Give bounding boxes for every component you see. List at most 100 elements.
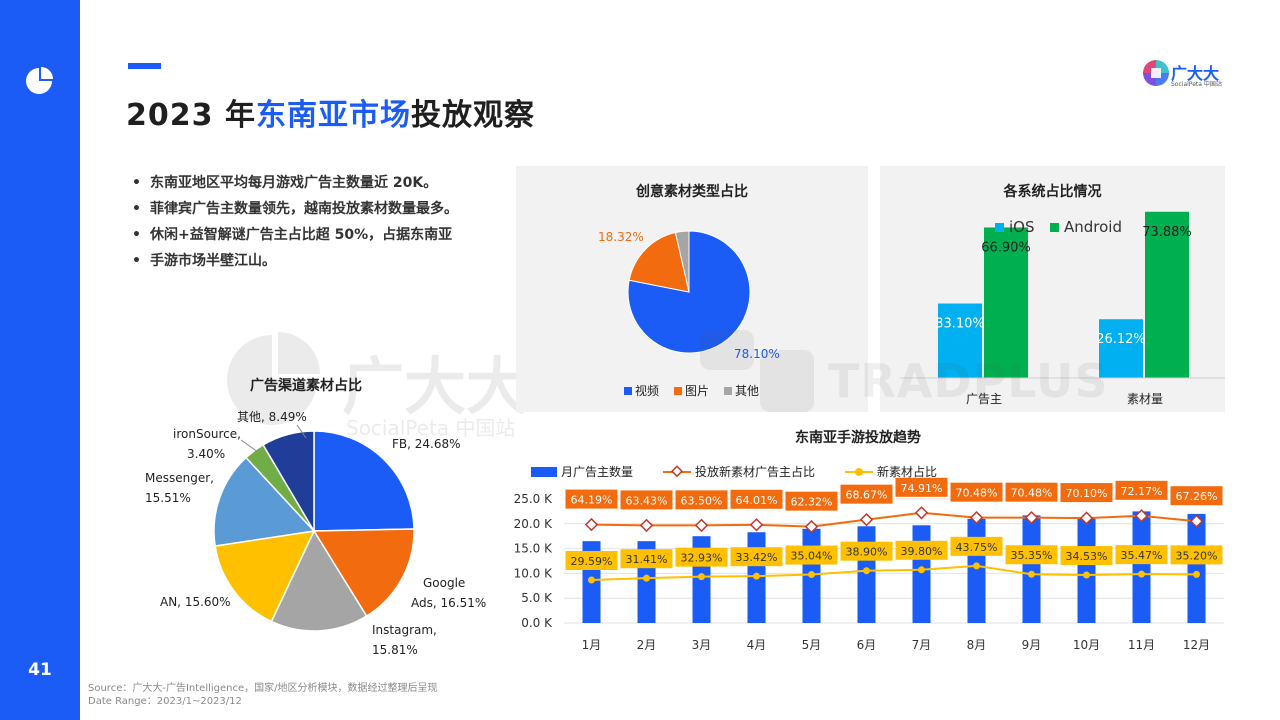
- y-tick-label: 0.0 K: [521, 616, 553, 630]
- data-label: 33.42%: [736, 551, 778, 564]
- legend-label: Android: [1064, 218, 1122, 236]
- data-label-box: [1060, 483, 1113, 503]
- line-marker: [1138, 570, 1145, 578]
- data-label: 64.01%: [736, 494, 778, 507]
- x-tick-label: 10月: [1073, 638, 1100, 652]
- pie-label-line: 3.40%: [187, 447, 225, 461]
- pie-label: Google Ads, 16.51%: [411, 576, 486, 610]
- data-label: 72.17%: [1121, 485, 1163, 498]
- legend-label: iOS: [1009, 218, 1035, 236]
- data-label-box: [1005, 482, 1058, 502]
- title-suffix: 投放观察: [410, 98, 535, 133]
- pie-label-line: Ads, 16.51%: [411, 596, 486, 610]
- legend-label: 视频: [635, 383, 659, 398]
- data-label-box: [730, 547, 783, 567]
- x-tick-label: 2月: [637, 638, 657, 652]
- leader-line: [296, 424, 307, 439]
- line-marker: [694, 518, 709, 533]
- channel-chart-title: 广告渠道素材占比: [250, 378, 362, 394]
- data-label-box: [895, 477, 948, 497]
- legend-swatch: [995, 223, 1004, 232]
- data-label: 35.47%: [1121, 549, 1163, 562]
- legend-label: 新素材占比: [877, 464, 937, 479]
- bar-月广告主数量: [967, 518, 986, 623]
- data-label: 38.90%: [846, 546, 888, 559]
- bar-月广告主数量: [1132, 511, 1151, 623]
- y-tick-label: 5.0 K: [521, 591, 553, 605]
- pie-label-line: AN, 15.60%: [160, 595, 231, 609]
- pie-label: AN, 15.60%: [160, 595, 231, 609]
- bullet-item: 菲律宾广告主数量领先，越南投放素材数量最多。: [130, 196, 510, 222]
- pie-slice-图片: [628, 231, 690, 293]
- pie-slice-其他: [262, 430, 315, 534]
- line-marker: [588, 576, 595, 584]
- data-label: 29.59%: [571, 555, 613, 568]
- data-label: 31.41%: [626, 553, 668, 566]
- category-label: 广告主: [966, 392, 1002, 406]
- x-tick-label: 5月: [802, 638, 822, 652]
- data-label-box: [785, 491, 838, 511]
- pie-label: Instagram, 15.81%: [372, 623, 437, 657]
- trend-chart-title: 东南亚手游投放趋势: [795, 430, 921, 446]
- y-tick-label: 10.0 K: [514, 566, 554, 580]
- line-marker: [1189, 514, 1204, 528]
- legend-swatch: [531, 467, 557, 477]
- data-label: 63.50%: [681, 494, 723, 507]
- bar-Android: [1145, 211, 1189, 378]
- data-label: 70.48%: [1011, 487, 1053, 500]
- data-label-box: [840, 484, 893, 504]
- x-tick-label: 4月: [747, 638, 767, 652]
- monthly-trend-chart: 0.0 K 5.0 K 10.0 K 15.0 K 20.0 K 25.0 K 1月 2月 3月…: [514, 464, 1224, 652]
- creative-type-pie-chart: 78.10% 18.32% 视频 图片 其他: [598, 230, 780, 398]
- brand-logo: 广大大 SocialPeta 中国站: [1143, 58, 1233, 92]
- pie-label-line: Instagram,: [372, 623, 437, 637]
- leader-line: [240, 439, 259, 453]
- bar-iOS: [938, 303, 982, 378]
- line-marker: [859, 512, 874, 527]
- pie-label-line: ironSource,: [173, 427, 241, 441]
- pie-label: FB, 24.68%: [392, 437, 461, 451]
- channel-share-pie-chart: FB, 24.68% Google Ads, 16.51% Instagram, 15.…: [145, 410, 486, 657]
- date-range-line: Date Range：2023/1~2023/12: [88, 696, 242, 707]
- os-share-bar-chart: 33.10% 66.90% 广告主 26.12% 73.88% 素材量 iOS Android: [900, 211, 1225, 406]
- legend-label: 月广告主数量: [561, 464, 633, 479]
- page-number: 41: [28, 660, 52, 680]
- pie-slice-其他: [674, 230, 690, 293]
- x-tick-label: 9月: [1022, 638, 1042, 652]
- legend-label: 图片: [685, 384, 709, 398]
- line-投放新素材广告主占比: [591, 511, 1197, 528]
- data-label-box: [730, 489, 783, 509]
- bar-月广告主数量: [857, 526, 876, 623]
- bar-label: 66.90%: [981, 240, 1031, 255]
- bar-月广告主数量: [912, 525, 931, 623]
- data-label-box: [895, 540, 948, 560]
- pie-label-line: 15.51%: [145, 491, 191, 505]
- summary-bullets: 东南亚地区平均每月游戏广告主数量近 20K。 菲律宾广告主数量领先，越南投放素材…: [130, 170, 510, 274]
- data-label-box: [675, 490, 728, 510]
- data-label: 35.35%: [1011, 549, 1053, 562]
- line-marker: [753, 572, 760, 580]
- data-label-box: [565, 489, 618, 509]
- app-logo-icon: [26, 67, 53, 94]
- pie-slice-FB: [313, 430, 415, 532]
- x-tick-label: 1月: [582, 638, 602, 652]
- legend-label: 投放新素材广告主占比: [695, 464, 815, 479]
- line-marker: [973, 562, 980, 570]
- data-label-box: [1170, 486, 1223, 506]
- line-marker: [698, 573, 705, 581]
- pie-slice-视频: [627, 230, 751, 354]
- data-label: 67.26%: [1176, 490, 1218, 503]
- data-label: 35.04%: [791, 550, 833, 563]
- line-marker: [1193, 570, 1200, 578]
- data-label: 63.43%: [626, 494, 668, 507]
- data-label: 68.67%: [846, 489, 888, 502]
- line-marker: [804, 519, 819, 534]
- x-tick-label: 11月: [1128, 638, 1155, 652]
- pie-label-line: FB, 24.68%: [392, 437, 461, 451]
- pie-label: Messenger, 15.51%: [145, 471, 214, 505]
- legend-marker: [670, 465, 684, 478]
- pie-slice-Google Ads: [312, 528, 415, 618]
- data-label-box: [950, 536, 1003, 556]
- data-label: 34.53%: [1066, 550, 1108, 563]
- line-marker: [584, 517, 599, 532]
